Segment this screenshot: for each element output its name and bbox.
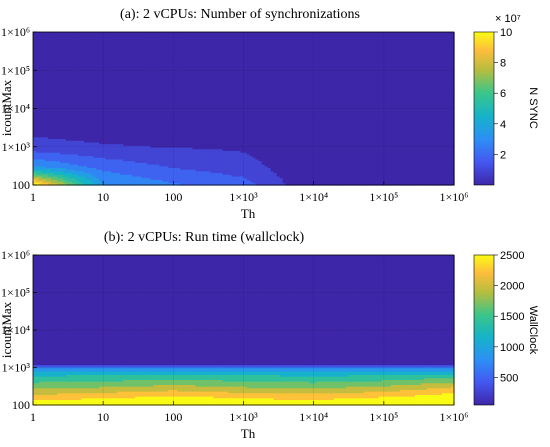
panel-a-title: (a): 2 vCPUs: Number of synchronizations [120, 7, 360, 22]
panel-a: (a): 2 vCPUs: Number of synchronizations… [0, 7, 539, 221]
